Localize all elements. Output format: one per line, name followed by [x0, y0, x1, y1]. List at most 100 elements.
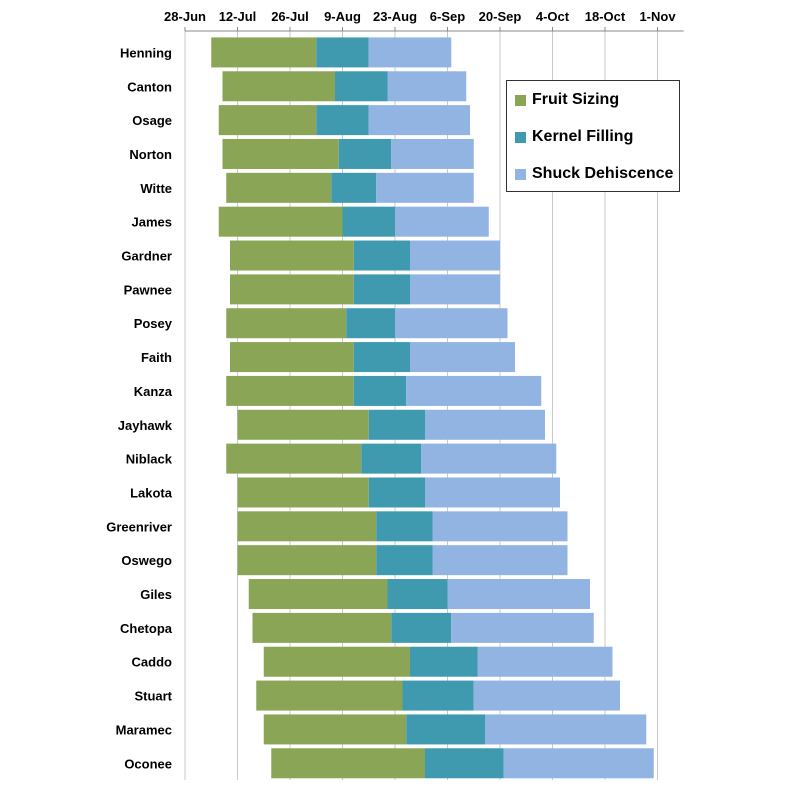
bar-faith-shuck-dehiscence — [410, 342, 515, 373]
bar-posey-fruit-sizing — [226, 308, 347, 339]
legend-label-shuck-dehiscence: Shuck Dehiscence — [532, 165, 674, 182]
category-label-giles: Giles — [140, 587, 172, 602]
bar-norton-kernel-filling — [338, 138, 392, 169]
bar-norton-fruit-sizing — [222, 138, 339, 169]
bar-osage-shuck-dehiscence — [368, 105, 470, 136]
category-label-oswego: Oswego — [121, 553, 172, 568]
bar-maramec-fruit-sizing — [263, 714, 407, 745]
bar-osage-fruit-sizing — [218, 105, 317, 136]
bar-oswego-kernel-filling — [376, 545, 433, 576]
bar-caddo-fruit-sizing — [263, 646, 410, 677]
bar-stuart-kernel-filling — [402, 680, 474, 711]
category-label-stuart: Stuart — [134, 689, 172, 704]
bar-lakota-kernel-filling — [368, 477, 425, 508]
bar-faith-fruit-sizing — [230, 342, 354, 373]
tick-label-12-jul: 12-Jul — [219, 9, 257, 24]
legend-item-kernel-filling: Kernel Filling — [515, 128, 633, 146]
bar-pawnee-shuck-dehiscence — [410, 274, 500, 305]
bar-chetopa-fruit-sizing — [252, 612, 392, 643]
bar-norton-shuck-dehiscence — [391, 138, 474, 169]
category-label-witte: Witte — [140, 181, 172, 196]
bar-caddo-shuck-dehiscence — [477, 646, 613, 677]
legend-swatch-fruit-sizing — [515, 94, 526, 106]
category-label-norton: Norton — [129, 147, 172, 162]
tick-label-9-aug: 9-Aug — [324, 9, 361, 24]
bar-giles-fruit-sizing — [248, 579, 388, 610]
category-label-chetopa: Chetopa — [120, 621, 173, 636]
category-label-caddo: Caddo — [132, 655, 173, 670]
bar-maramec-kernel-filling — [406, 714, 485, 745]
bar-witte-kernel-filling — [331, 172, 377, 203]
legend-swatch-kernel-filling — [515, 131, 526, 143]
bar-canton-kernel-filling — [335, 71, 388, 102]
category-label-jayhawk: Jayhawk — [118, 418, 173, 433]
bar-henning-shuck-dehiscence — [368, 37, 452, 68]
bar-greenriver-shuck-dehiscence — [432, 511, 568, 542]
category-label-pawnee: Pawnee — [124, 282, 172, 297]
bar-faith-kernel-filling — [353, 342, 410, 373]
bar-niblack-kernel-filling — [361, 443, 422, 474]
category-label-lakota: Lakota — [130, 485, 173, 500]
bar-jayhawk-kernel-filling — [368, 409, 425, 440]
bar-witte-shuck-dehiscence — [376, 172, 474, 203]
bar-james-kernel-filling — [342, 206, 395, 237]
tick-label-28-jun: 28-Jun — [164, 9, 206, 24]
category-label-osage: Osage — [132, 113, 172, 128]
bar-lakota-fruit-sizing — [237, 477, 369, 508]
bar-stuart-fruit-sizing — [256, 680, 403, 711]
bar-oswego-fruit-sizing — [237, 545, 377, 576]
bar-posey-shuck-dehiscence — [395, 308, 508, 339]
bar-canton-fruit-sizing — [222, 71, 335, 102]
category-label-james: James — [132, 215, 172, 230]
category-label-gardner: Gardner — [121, 249, 172, 264]
bar-maramec-shuck-dehiscence — [485, 714, 647, 745]
category-label-canton: Canton — [127, 79, 172, 94]
legend-item-fruit-sizing: Fruit Sizing — [515, 91, 619, 109]
tick-label-23-aug: 23-Aug — [373, 9, 417, 24]
bar-greenriver-kernel-filling — [376, 511, 433, 542]
tick-label-26-jul: 26-Jul — [271, 9, 309, 24]
bar-greenriver-fruit-sizing — [237, 511, 377, 542]
bar-posey-kernel-filling — [346, 308, 395, 339]
category-label-greenriver: Greenriver — [106, 519, 172, 534]
bar-chetopa-shuck-dehiscence — [451, 612, 594, 643]
category-label-faith: Faith — [141, 350, 172, 365]
bar-pawnee-kernel-filling — [353, 274, 410, 305]
bar-oswego-shuck-dehiscence — [432, 545, 568, 576]
bar-james-fruit-sizing — [218, 206, 343, 237]
bar-canton-shuck-dehiscence — [387, 71, 467, 102]
legend-swatch-shuck-dehiscence — [515, 168, 526, 180]
bar-jayhawk-shuck-dehiscence — [425, 409, 545, 440]
tick-label-18-oct: 18-Oct — [585, 9, 626, 24]
legend-item-shuck-dehiscence: Shuck Dehiscence — [515, 165, 673, 183]
bar-chetopa-kernel-filling — [391, 612, 452, 643]
category-label-kanza: Kanza — [134, 384, 173, 399]
bar-oconee-shuck-dehiscence — [503, 748, 654, 779]
bar-gardner-shuck-dehiscence — [410, 240, 500, 271]
bar-osage-kernel-filling — [316, 105, 369, 136]
bar-caddo-kernel-filling — [410, 646, 478, 677]
bar-oconee-kernel-filling — [425, 748, 504, 779]
bar-niblack-shuck-dehiscence — [421, 443, 557, 474]
bar-jayhawk-fruit-sizing — [237, 409, 369, 440]
bar-oconee-fruit-sizing — [271, 748, 425, 779]
bar-gardner-fruit-sizing — [230, 240, 354, 271]
bar-henning-kernel-filling — [316, 37, 369, 68]
legend-label-fruit-sizing: Fruit Sizing — [532, 91, 620, 108]
bar-gardner-kernel-filling — [353, 240, 410, 271]
category-label-henning: Henning — [120, 45, 172, 60]
bar-kanza-fruit-sizing — [226, 375, 354, 406]
bar-giles-kernel-filling — [387, 579, 448, 610]
bar-james-shuck-dehiscence — [395, 206, 489, 237]
bar-kanza-kernel-filling — [353, 375, 407, 406]
category-label-posey: Posey — [134, 316, 173, 331]
tick-label-1-nov: 1-Nov — [639, 9, 676, 24]
bar-stuart-shuck-dehiscence — [473, 680, 620, 711]
bar-niblack-fruit-sizing — [226, 443, 362, 474]
category-label-niblack: Niblack — [126, 452, 173, 467]
bar-pawnee-fruit-sizing — [230, 274, 354, 305]
category-label-oconee: Oconee — [124, 756, 172, 771]
bar-witte-fruit-sizing — [226, 172, 332, 203]
